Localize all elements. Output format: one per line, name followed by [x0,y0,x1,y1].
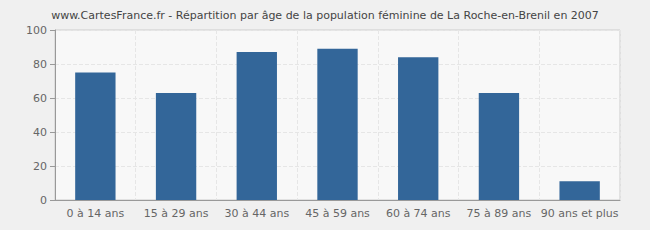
svg-text:60 à 74 ans: 60 à 74 ans [386,207,451,220]
svg-text:60: 60 [33,92,47,105]
svg-text:80: 80 [33,58,47,71]
svg-text:30 à 44 ans: 30 à 44 ans [224,207,289,220]
svg-text:75 à 89 ans: 75 à 89 ans [467,207,532,220]
svg-text:15 à 29 ans: 15 à 29 ans [144,207,209,220]
svg-text:0: 0 [40,194,47,207]
svg-text:www.CartesFrance.fr - Répartit: www.CartesFrance.fr - Répartition par âg… [51,9,599,22]
svg-text:0 à 14 ans: 0 à 14 ans [67,207,125,220]
svg-text:90 ans et plus: 90 ans et plus [541,207,619,220]
svg-text:20: 20 [33,160,47,173]
svg-text:45 à 59 ans: 45 à 59 ans [305,207,370,220]
svg-text:100: 100 [26,24,47,37]
svg-text:40: 40 [33,126,47,139]
